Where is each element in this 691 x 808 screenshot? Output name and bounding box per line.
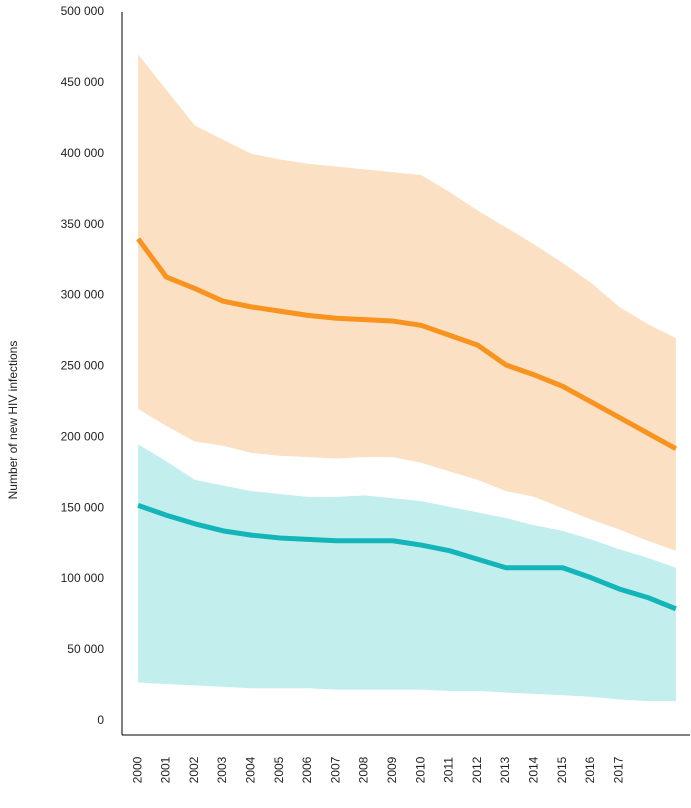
bands	[138, 54, 676, 701]
y-tick-label: 50 000	[67, 642, 104, 656]
x-tick-label: 2014	[527, 756, 541, 783]
x-tick-label: 2012	[470, 756, 484, 783]
x-tick-label: 2000	[130, 756, 144, 783]
x-tick-label: 2017	[611, 756, 625, 783]
x-tick-label: 2015	[555, 756, 569, 783]
y-tick-label: 100 000	[61, 571, 105, 585]
y-tick-label: 150 000	[61, 500, 105, 514]
x-tick-label: 2016	[583, 756, 597, 783]
y-tick-label: 350 000	[61, 217, 105, 231]
y-axis-label: Number of new HIV infections	[6, 341, 20, 500]
x-tick-label: 2010	[413, 756, 427, 783]
x-tick-label: 2004	[244, 756, 258, 783]
line	[136, 237, 678, 451]
y-tick-label: 250 000	[61, 359, 105, 373]
y-tick-label: 400 000	[61, 146, 105, 160]
x-tick-label: 2005	[272, 756, 286, 783]
y-tick-label: 200 000	[61, 429, 105, 443]
y-tick-label: 0	[97, 713, 104, 727]
line	[137, 502, 677, 612]
x-tick-label: 2002	[187, 756, 201, 783]
x-tick-label: 2001	[159, 756, 173, 783]
x-tick-label: 2007	[328, 756, 342, 783]
x-tick-label: 2003	[215, 756, 229, 783]
x-tick-label: 2008	[357, 756, 371, 783]
x-tick-label: 2006	[300, 756, 314, 783]
y-tick-label: 450 000	[61, 75, 105, 89]
x-tick-label: 2011	[442, 757, 456, 783]
uncertainty-band	[138, 54, 676, 551]
y-tick-label: 500 000	[61, 4, 105, 18]
x-tick-label: 2013	[498, 756, 512, 783]
uncertainty-band	[138, 444, 676, 701]
y-tick-label: 300 000	[61, 288, 105, 302]
x-tick-label: 2009	[385, 756, 399, 783]
